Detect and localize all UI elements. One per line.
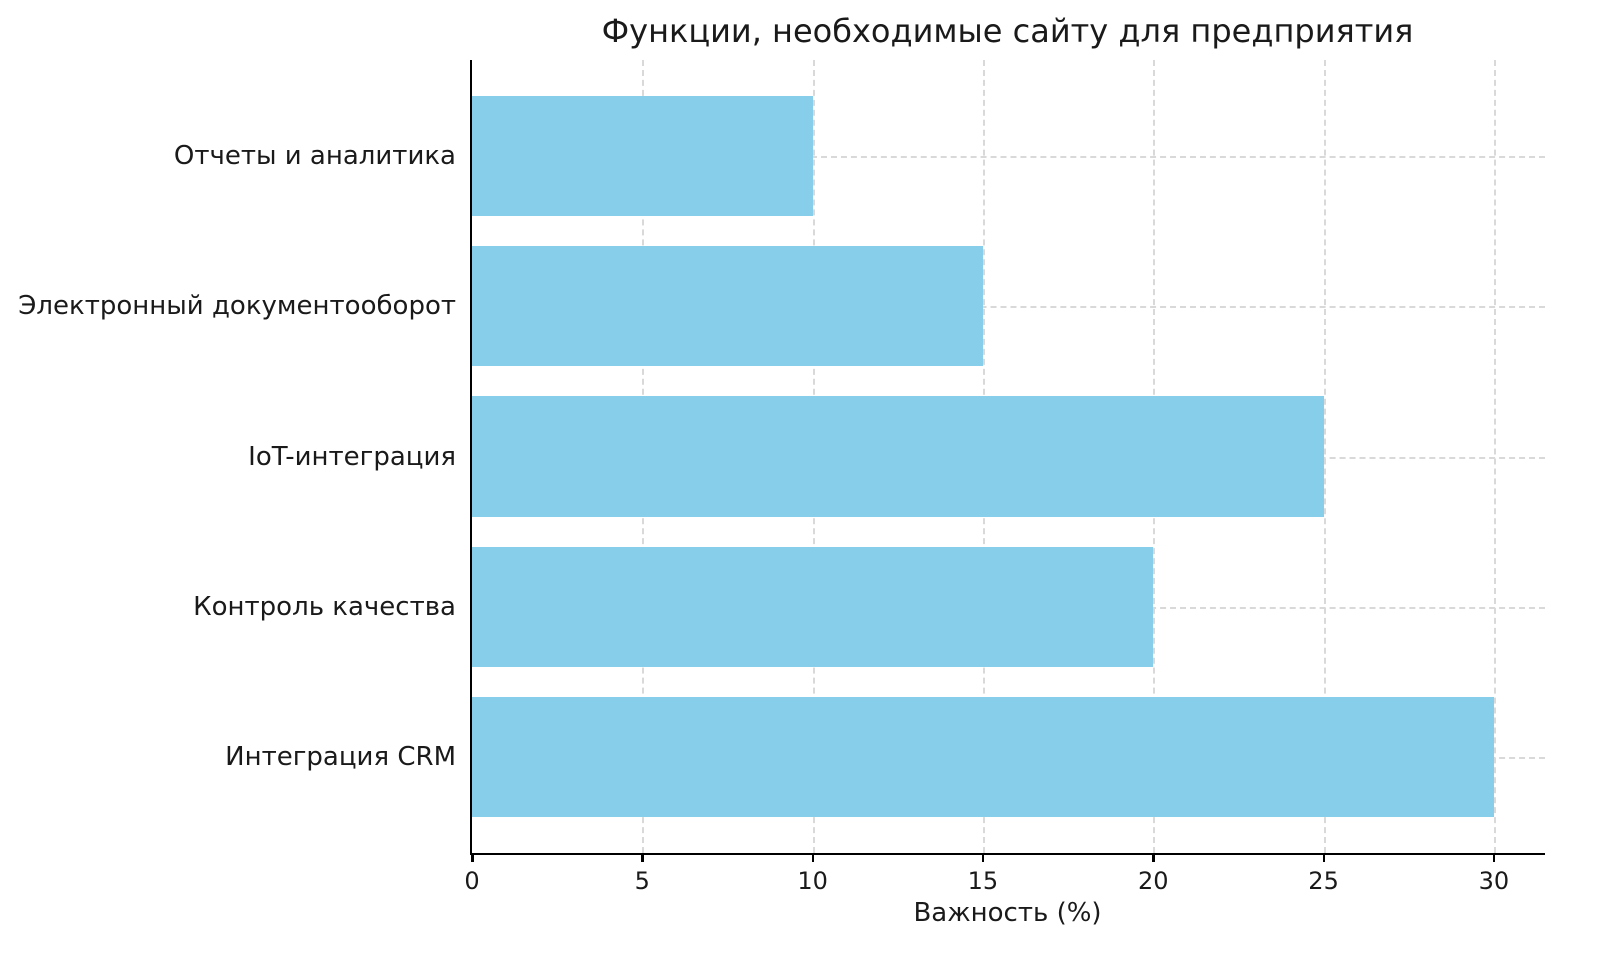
plot-area: 0 5 10 15 20 25 30 Отчеты и аналитика Электронны… [18,60,1545,895]
bar [472,396,1324,517]
x-axis-tick-mark [1152,853,1155,862]
horizontal-gridline [472,306,1545,309]
x-axis-tick-label: 20 [1137,867,1169,895]
x-axis-tick-mark [641,853,644,862]
x-axis-tick-label: 30 [1478,867,1510,895]
bar [472,96,813,217]
x-axis-tick-label: 15 [967,867,999,895]
x-axis-label: Важность (%) [913,898,1102,928]
y-axis-tick-label: Интеграция CRM [225,741,456,772]
bar [472,546,1154,667]
bar [472,246,983,367]
y-axis-tick-label: Отчеты и аналитика [173,141,456,172]
y-axis-tick-label: IoT-интеграция [248,441,456,472]
y-axis-tick-label: Электронный документооборот [18,291,456,322]
x-axis-tick-mark [1492,853,1496,862]
x-axis-tick-label: 10 [797,867,828,895]
y-axis-tick-label: Контроль качества [193,591,456,622]
x-axis-tick-label: 25 [1308,867,1339,895]
x-axis-tick-mark [471,853,474,862]
bar [472,696,1494,817]
x-axis-tick-label: 5 [634,867,650,895]
chart-title: Функции, необходимые сайту для предприят… [601,12,1414,50]
x-axis-tick-mark [811,853,815,862]
horizontal-gridline [472,156,1545,159]
x-axis-tick-mark [981,853,985,862]
x-axis-tick-mark [1322,853,1326,862]
x-axis-tick-label: 0 [464,867,480,895]
